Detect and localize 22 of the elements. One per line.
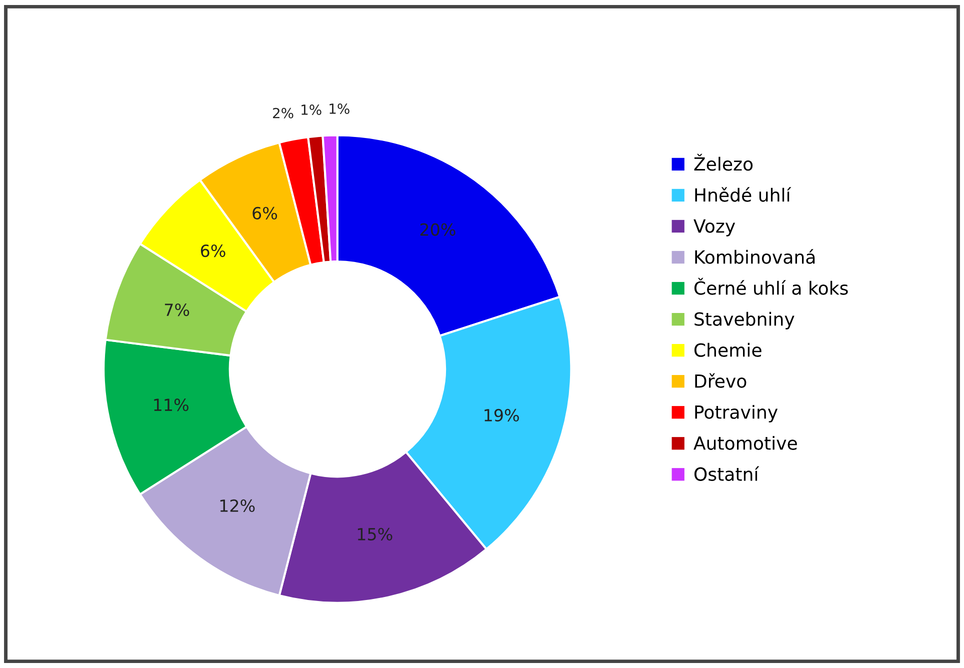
data-label: 20% (420, 223, 456, 236)
legend-label: Chemie (694, 342, 762, 357)
legend-label: Černé uhlí a koks (694, 278, 848, 295)
data-label: 19% (484, 408, 519, 422)
legend-label: Automotive (694, 436, 797, 450)
legend-label: Železo (694, 154, 753, 171)
data-label: 11% (154, 398, 188, 412)
legend-label: Dřevo (695, 373, 746, 388)
legend-label: Vozy (694, 219, 736, 236)
data-label: 6% (252, 206, 278, 220)
data-label: 1% (330, 103, 350, 114)
legend-label: Potraviny (695, 404, 778, 422)
legend-label: Hnědé uhlí (695, 187, 792, 202)
data-label: 2% (273, 108, 294, 118)
data-label: 15% (358, 528, 392, 540)
data-label: 1% (302, 104, 322, 115)
legend-label: Stavebniny (694, 312, 794, 330)
data-label: 12% (220, 499, 255, 512)
legend-label: Ostatní (694, 466, 760, 481)
legend-label: Kombinovaná (695, 249, 815, 264)
data-label: 7% (164, 303, 190, 316)
data-label: 6% (200, 244, 226, 258)
